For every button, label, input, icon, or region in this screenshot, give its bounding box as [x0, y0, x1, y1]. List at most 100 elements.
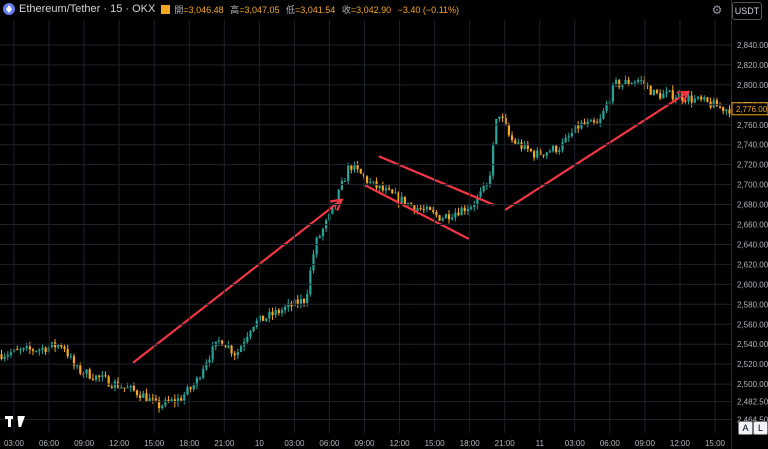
- candle-body: [107, 376, 110, 387]
- symbol-title[interactable]: Ethereum/Tether · 15 · OKX: [19, 3, 156, 15]
- tradingview-logo[interactable]: [5, 416, 25, 428]
- time-tick-label: 06:00: [319, 439, 340, 448]
- time-tick-label: 09:00: [635, 439, 656, 448]
- candle-body: [129, 385, 132, 388]
- candle-body: [476, 196, 479, 206]
- candle-body: [167, 399, 170, 402]
- candle-body: [413, 205, 416, 212]
- candle-body: [652, 89, 655, 95]
- time-tick-label: 12:00: [670, 439, 691, 448]
- candle-body: [161, 405, 164, 409]
- candle-body: [539, 150, 542, 155]
- candle-body: [309, 270, 312, 295]
- candle-body: [340, 180, 343, 190]
- candle-body: [343, 180, 347, 182]
- candle-body: [447, 214, 451, 220]
- candle-body: [287, 303, 290, 307]
- candle-body: [350, 165, 353, 170]
- candle-body: [132, 385, 135, 391]
- price-tick-label: 2,580.00: [737, 300, 768, 309]
- candle-body: [488, 175, 492, 185]
- candle-body: [570, 133, 574, 137]
- candle-body: [693, 98, 696, 103]
- candle-body: [139, 395, 142, 398]
- candle-body: [561, 142, 564, 151]
- log-scale-button[interactable]: L: [753, 421, 768, 435]
- candle-body: [296, 299, 299, 305]
- candle-body: [180, 398, 183, 401]
- candle-body: [91, 378, 94, 380]
- candle-body: [258, 315, 262, 321]
- candle-body: [170, 399, 173, 402]
- candle-body: [98, 375, 101, 378]
- trend-arrow-head: [329, 198, 343, 211]
- time-tick-label: 21:00: [495, 439, 516, 448]
- candle-body: [391, 189, 394, 194]
- candle-body: [265, 318, 268, 321]
- candle-body: [621, 83, 624, 87]
- candle-body: [312, 254, 315, 271]
- candle-body: [356, 164, 359, 170]
- candle-body: [520, 142, 523, 149]
- candle-body: [120, 387, 123, 389]
- candle-body: [567, 136, 570, 138]
- candle-body: [236, 351, 239, 356]
- candle-body: [252, 326, 255, 332]
- price-tick-label: 2,640.00: [737, 240, 768, 249]
- candle-body: [25, 346, 28, 349]
- candle-body: [718, 106, 722, 108]
- candle-body: [706, 97, 709, 102]
- candle-body: [82, 373, 85, 375]
- price-tick-label: 2,540.00: [737, 340, 768, 349]
- current-price-tag: [731, 102, 768, 116]
- auto-scale-button[interactable]: A: [738, 421, 753, 435]
- candle-body: [630, 83, 633, 85]
- candle-body: [290, 303, 293, 307]
- high-label: 高: [230, 4, 240, 15]
- candle-body: [485, 184, 488, 186]
- candle-body: [602, 110, 605, 119]
- candle-body: [365, 176, 369, 183]
- candle-body: [690, 95, 693, 103]
- price-tick-label: 2,660.00: [737, 221, 768, 230]
- candle-body: [624, 79, 627, 84]
- candle-body: [400, 196, 403, 203]
- candle-body: [435, 212, 438, 216]
- candle-body: [44, 347, 47, 353]
- candle-body: [611, 84, 614, 102]
- candle-body: [221, 340, 224, 346]
- annotation-layer: [132, 90, 690, 364]
- candle-body: [63, 346, 66, 349]
- candle-body: [451, 217, 454, 220]
- candle-body: [438, 215, 441, 221]
- candle-body: [495, 118, 498, 145]
- candle-body: [384, 188, 388, 191]
- candle-body: [429, 207, 432, 210]
- candle-body: [22, 348, 25, 350]
- settings-gear-icon[interactable]: ⚙: [711, 3, 723, 17]
- candle-body: [381, 185, 384, 191]
- candle-body: [640, 80, 643, 82]
- candle-body: [378, 185, 381, 189]
- candle-body: [230, 345, 233, 354]
- candle-body: [507, 124, 510, 136]
- price-tick-label: 2,840.00: [737, 41, 768, 50]
- time-axis: 03:00 06:00 09:00 12:00 15:00 18:00 21:00 10 03:…: [4, 20, 726, 448]
- candle-body: [53, 342, 57, 348]
- candle-body: [514, 140, 517, 144]
- price-tick-label: 2,760.00: [737, 121, 768, 130]
- candle-body: [419, 208, 422, 210]
- candle-body: [696, 96, 700, 99]
- candle-body: [659, 93, 662, 99]
- candle-body: [655, 89, 659, 94]
- candle-body: [665, 91, 668, 94]
- price-tick-label: 2,560.00: [737, 320, 768, 329]
- price-tick-label: 2,464.50: [737, 416, 768, 425]
- candle-body: [558, 150, 561, 152]
- candle-body: [577, 125, 580, 129]
- currency-button[interactable]: USDT: [732, 2, 762, 20]
- candle-body: [498, 116, 501, 119]
- candle-body: [284, 306, 287, 311]
- time-tick-label: 09:00: [74, 439, 95, 448]
